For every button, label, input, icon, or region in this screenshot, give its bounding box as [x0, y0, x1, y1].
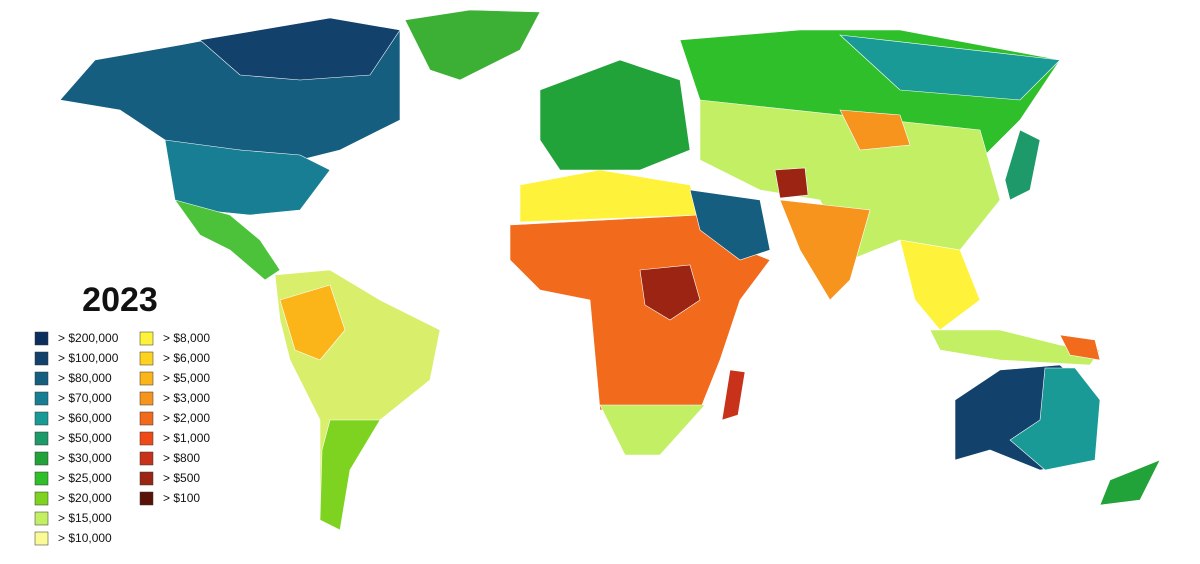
legend-label: > $80,000 [58, 371, 112, 385]
legend: > $200,000 > $100,000 > $80,000 > $70,000 > … [34, 331, 210, 546]
legend-swatch [34, 331, 49, 346]
legend-label: > $15,000 [58, 511, 112, 525]
legend-label: > $200,000 [58, 331, 119, 345]
asia [699, 99, 1001, 261]
greenland [404, 9, 541, 81]
legend-swatch [34, 531, 49, 546]
legend-label: > $8,000 [163, 331, 210, 345]
new-guinea [1059, 334, 1101, 361]
legend-swatch [139, 431, 154, 446]
europe [539, 59, 691, 171]
legend-swatch [139, 371, 154, 386]
legend-label: > $100,000 [58, 351, 119, 365]
legend-label: > $1,000 [163, 431, 210, 445]
central-asia [839, 109, 911, 151]
legend-label: > $25,000 [58, 471, 112, 485]
central-america [174, 199, 281, 281]
legend-label: > $20,000 [58, 491, 112, 505]
southern-africa [599, 404, 706, 456]
andes [279, 284, 346, 361]
japan [1004, 129, 1041, 201]
arctic-canada [199, 17, 401, 81]
legend-swatch [139, 471, 154, 486]
legend-swatch [139, 391, 154, 406]
legend-label: > $5,000 [163, 371, 210, 385]
legend-label: > $100 [163, 491, 200, 505]
legend-swatch [34, 431, 49, 446]
legend-label: > $70,000 [58, 391, 112, 405]
land [59, 9, 1161, 531]
legend-label: > $10,000 [58, 531, 112, 545]
legend-swatch [34, 391, 49, 406]
legend-label: > $6,000 [163, 351, 210, 365]
legend-swatch [139, 331, 154, 346]
map-title: 2023 [82, 281, 158, 319]
legend-swatch [34, 371, 49, 386]
legend-label: > $50,000 [58, 431, 112, 445]
legend-swatch [34, 351, 49, 366]
legend-label: > $3,000 [163, 391, 210, 405]
south-cone [319, 419, 381, 531]
central-africa [639, 264, 701, 321]
siberia [839, 34, 1061, 101]
legend-swatch [139, 411, 154, 426]
legend-label: > $500 [163, 471, 200, 485]
legend-swatch [34, 471, 49, 486]
legend-label: > $800 [163, 451, 200, 465]
legend-label: > $60,000 [58, 411, 112, 425]
legend-label: > $2,000 [163, 411, 210, 425]
legend-swatch [139, 351, 154, 366]
new-zealand [1099, 459, 1161, 506]
middle-east [689, 189, 771, 261]
southeast-asia [899, 239, 981, 331]
legend-swatch [34, 411, 49, 426]
legend-swatch [139, 451, 154, 466]
legend-swatch [139, 491, 154, 506]
legend-label: > $30,000 [58, 451, 112, 465]
india [779, 199, 871, 301]
legend-swatch [34, 511, 49, 526]
legend-swatch [34, 491, 49, 506]
madagascar [721, 369, 746, 421]
east-australia [1009, 367, 1101, 471]
legend-swatch [34, 451, 49, 466]
afghanistan [774, 167, 809, 199]
